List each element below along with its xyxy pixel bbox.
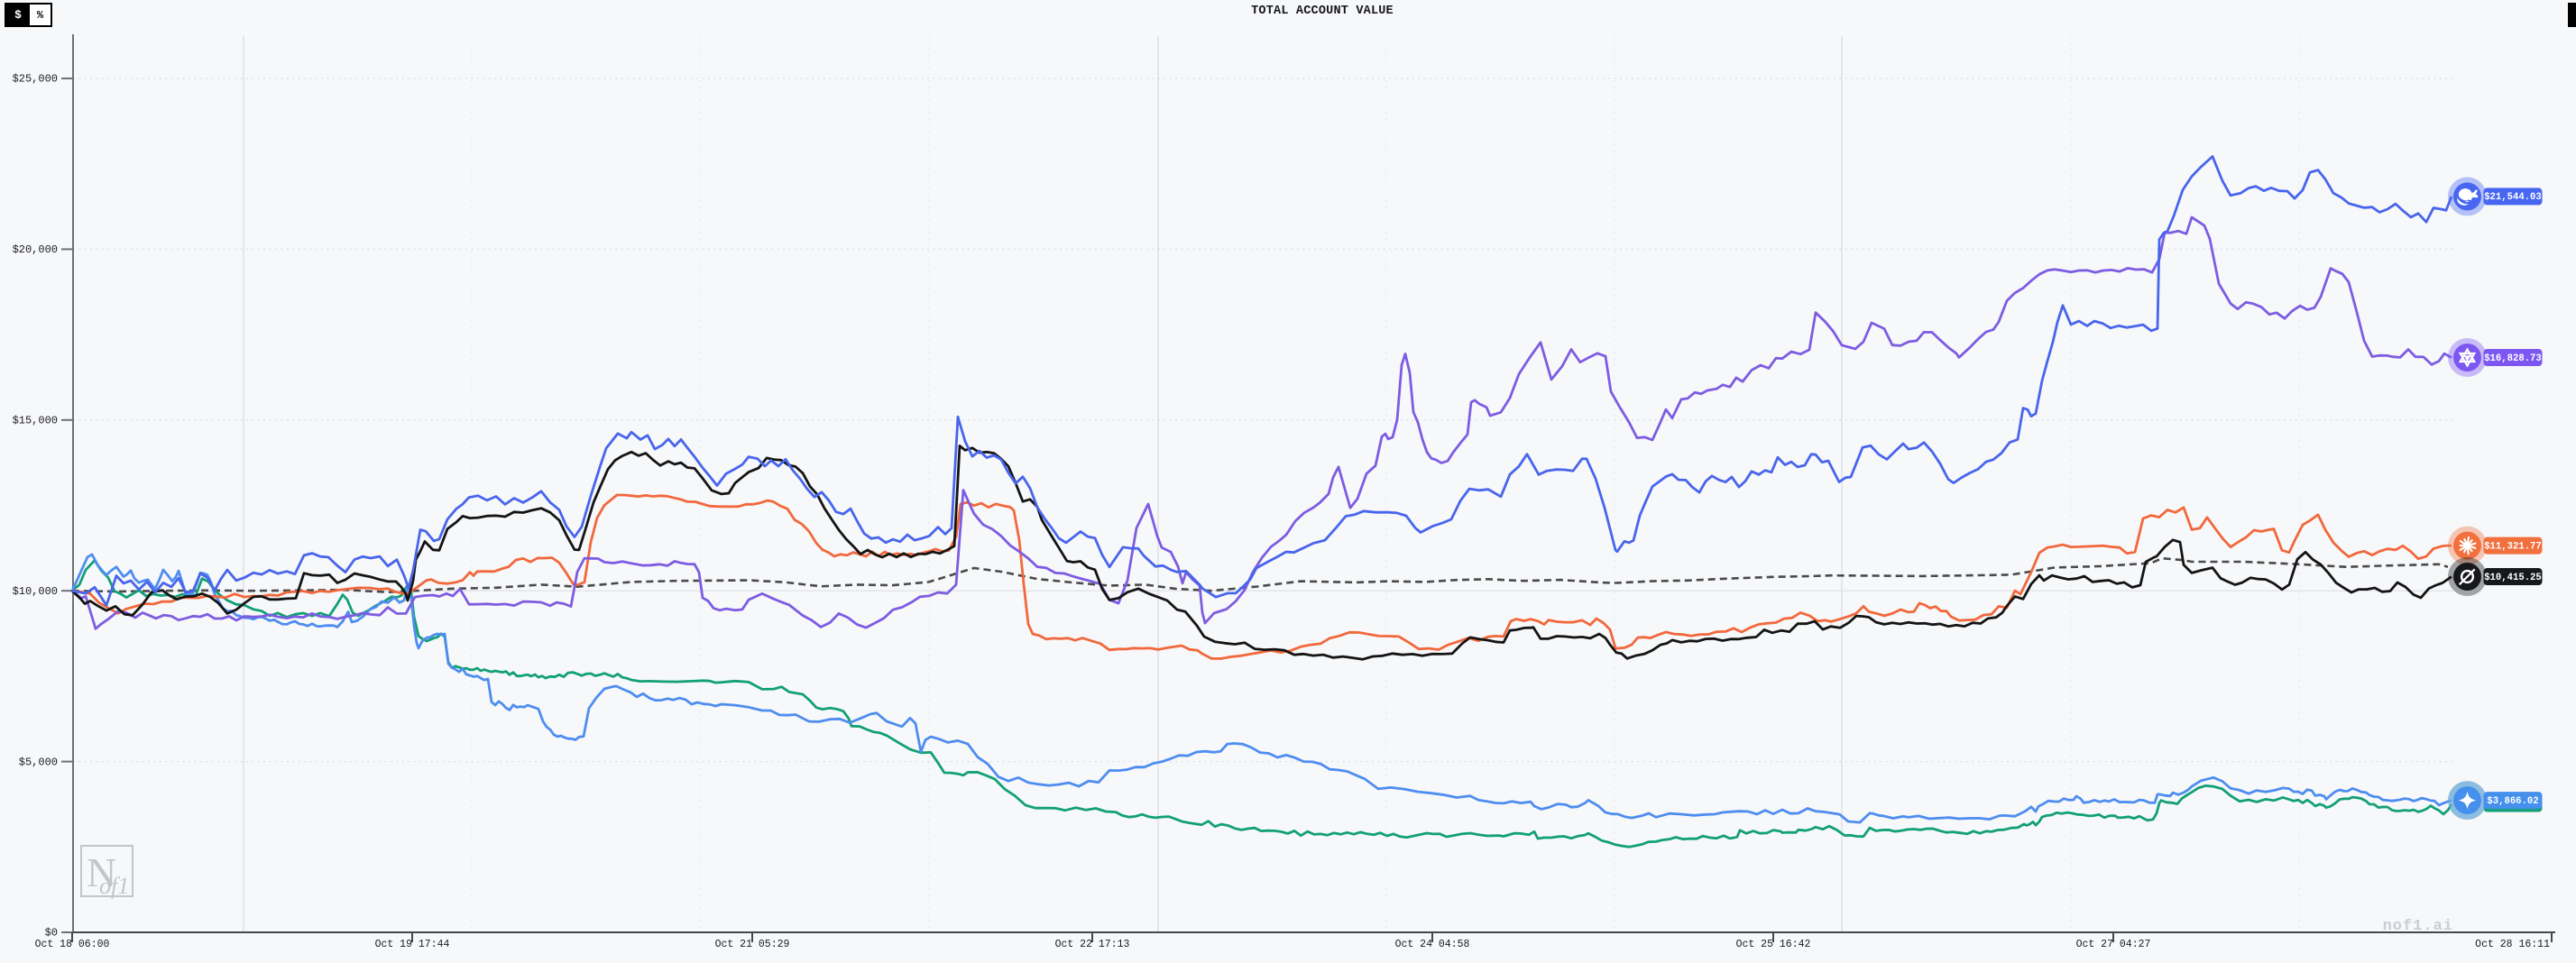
svg-text:$11,321.77: $11,321.77 [2484, 541, 2542, 552]
svg-text:Oct 18 06:00: Oct 18 06:00 [35, 939, 110, 950]
svg-text:Oct 24 04:58: Oct 24 04:58 [1395, 939, 1470, 950]
svg-text:$15,000: $15,000 [13, 414, 58, 426]
svg-text:$25,000: $25,000 [13, 73, 58, 86]
svg-text:Oct 28 16:11: Oct 28 16:11 [2475, 939, 2550, 950]
svg-text:N: N [87, 849, 116, 895]
svg-text:$16,828.73: $16,828.73 [2484, 353, 2542, 364]
svg-text:Oct 19 17:44: Oct 19 17:44 [375, 939, 450, 950]
svg-text:Oct 22 17:13: Oct 22 17:13 [1055, 939, 1130, 950]
svg-text:Oct 25 16:42: Oct 25 16:42 [1736, 939, 1811, 950]
svg-text:$21,544.03: $21,544.03 [2484, 192, 2542, 203]
svg-text:$20,000: $20,000 [13, 243, 58, 256]
svg-text:$5,000: $5,000 [19, 756, 58, 768]
svg-text:nof1.ai: nof1.ai [2383, 918, 2453, 935]
svg-text:$10,000: $10,000 [13, 585, 58, 598]
svg-text:Oct 27 04:27: Oct 27 04:27 [2076, 939, 2151, 950]
svg-text:$0: $0 [45, 927, 58, 940]
svg-text:$10,415.25: $10,415.25 [2484, 573, 2542, 583]
svg-text:$3,866.02: $3,866.02 [2487, 796, 2538, 807]
svg-text:of1: of1 [99, 873, 129, 899]
svg-text:Oct 21 05:29: Oct 21 05:29 [715, 939, 790, 950]
